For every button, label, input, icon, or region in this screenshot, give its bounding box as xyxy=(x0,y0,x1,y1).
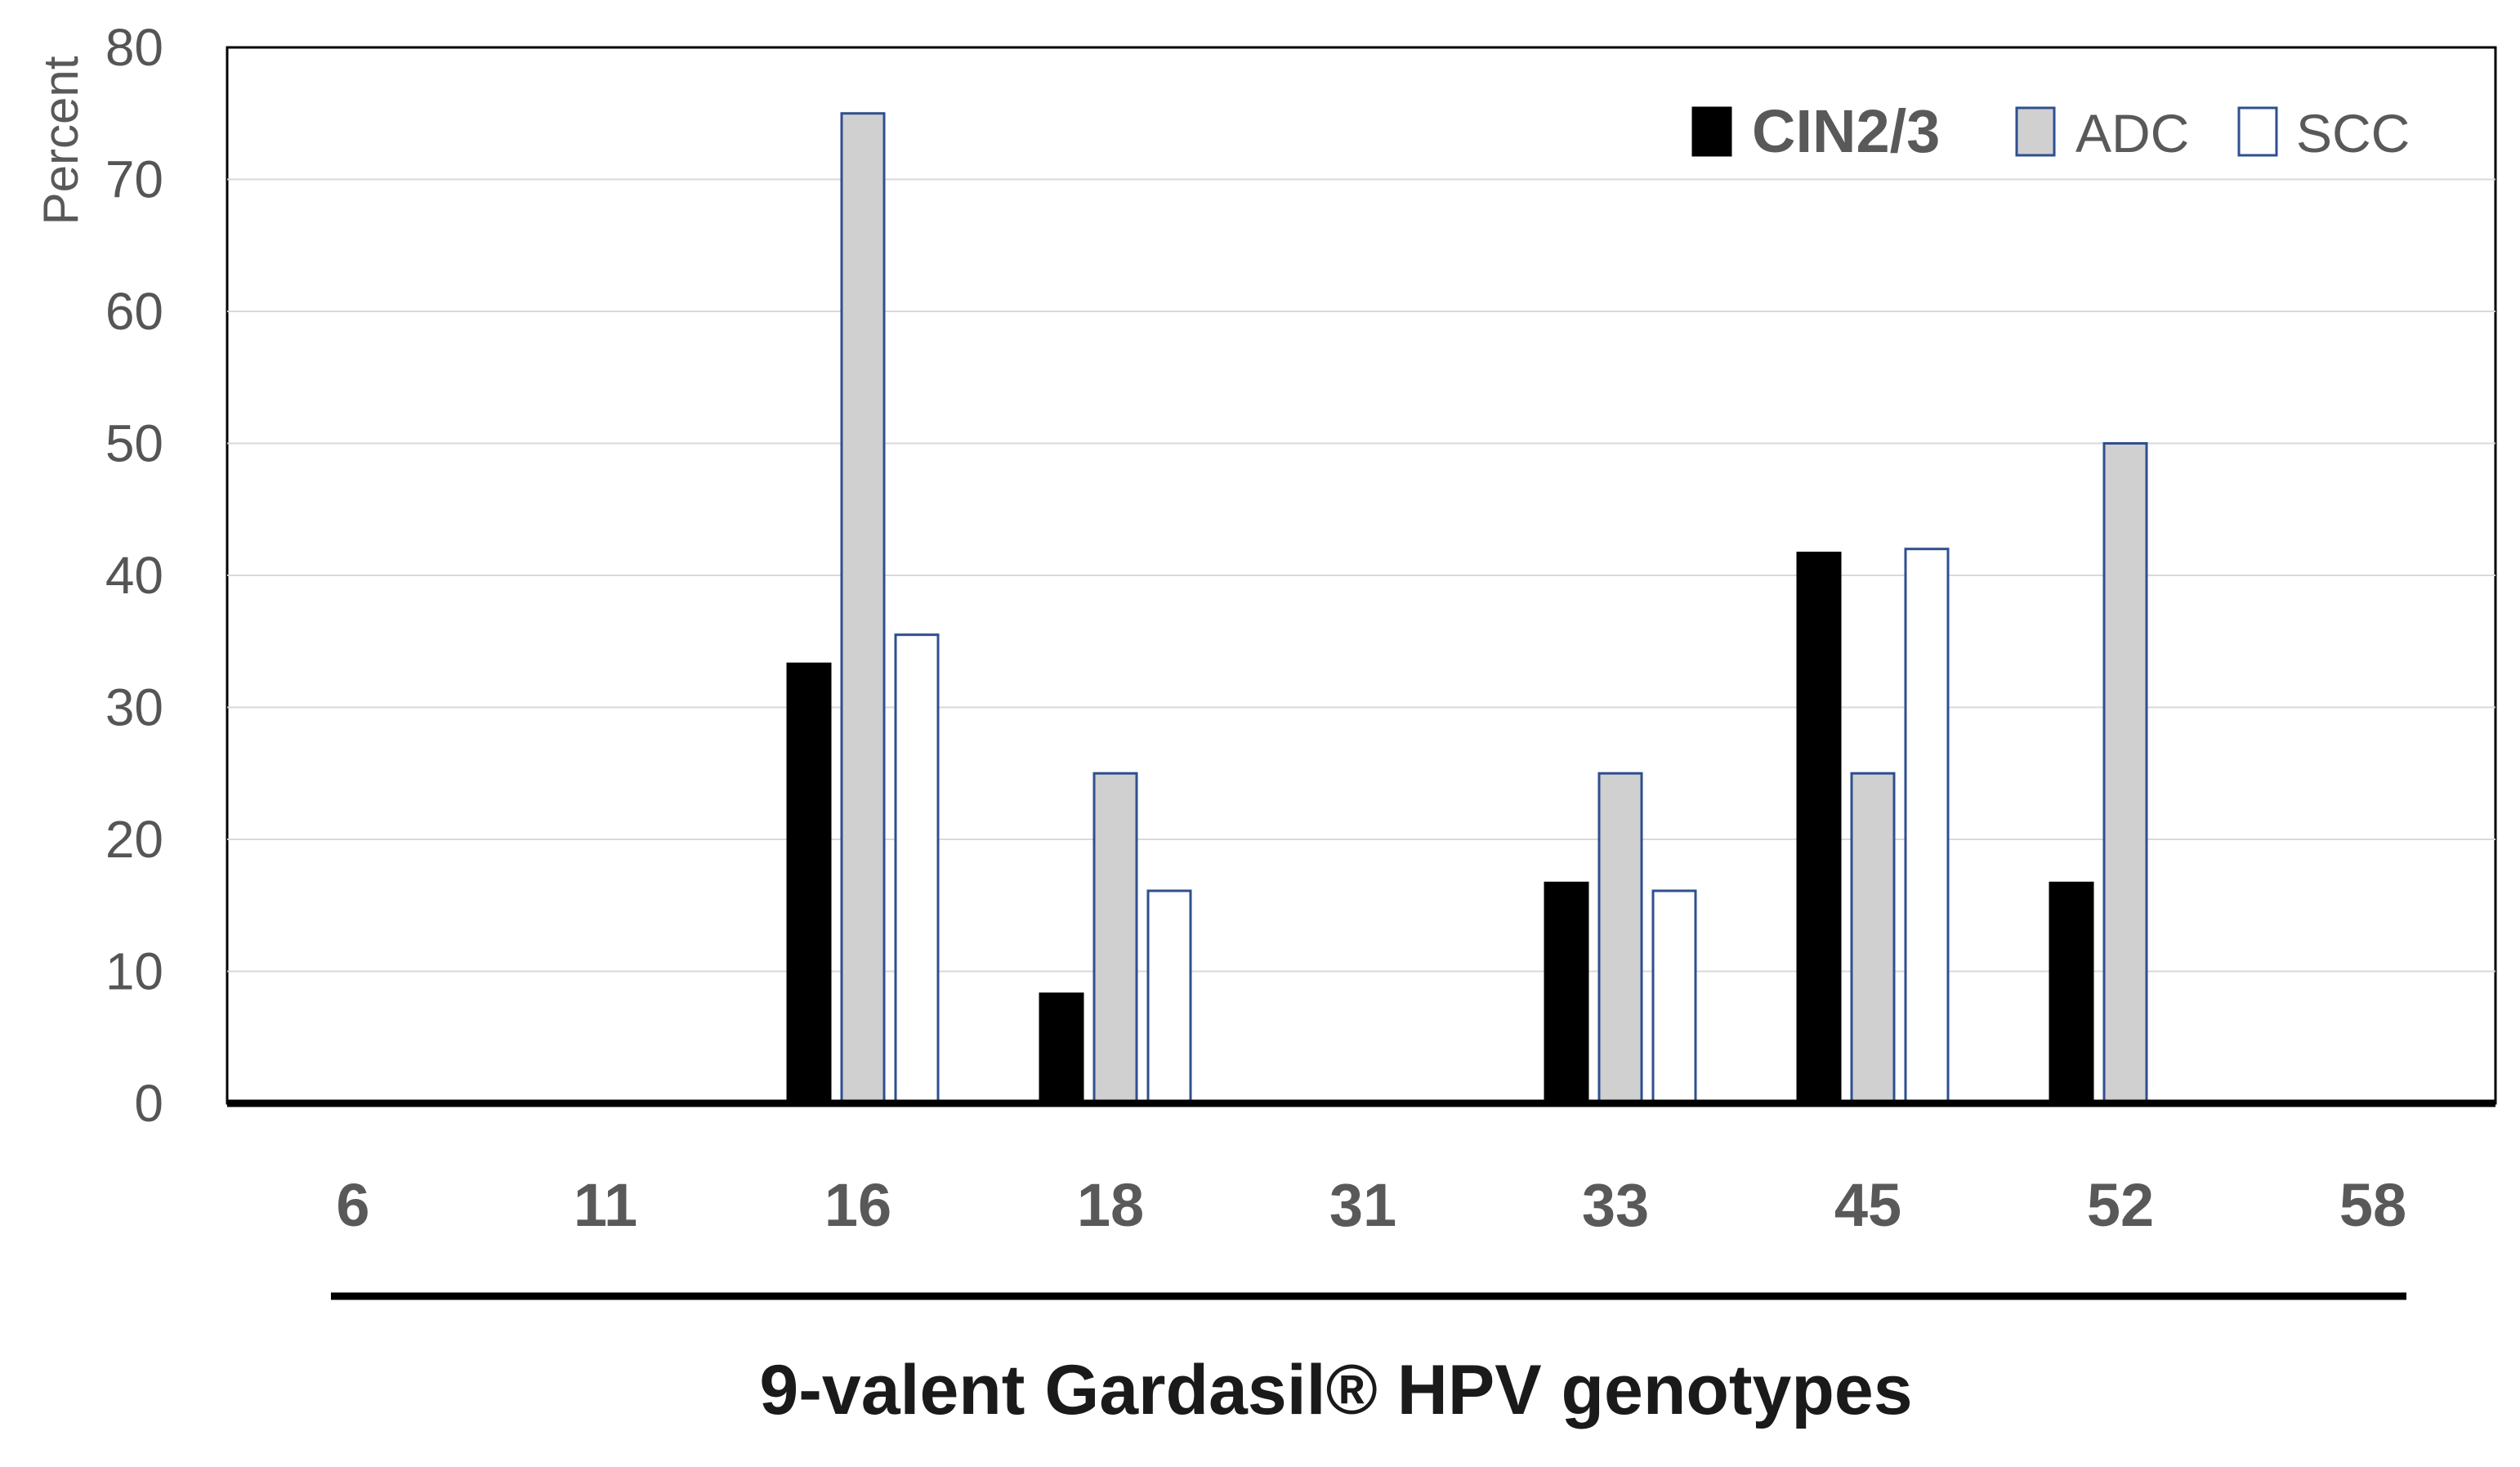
bar-cin2-3-16 xyxy=(786,662,832,1105)
legend-swatch-adc xyxy=(2015,106,2056,157)
x-tick-label: 18 xyxy=(1077,1171,1144,1239)
x-axis-title: 9-valent Gardasil® HPV genotypes xyxy=(759,1351,1912,1429)
y-tick-label: 40 xyxy=(105,546,163,605)
x-tick-label: 11 xyxy=(574,1171,637,1239)
y-tick-label: 10 xyxy=(105,942,163,1001)
legend-label-scc: SCC xyxy=(2296,103,2410,163)
y-tick-label: 80 xyxy=(105,18,163,77)
y-tick-label: 0 xyxy=(134,1074,163,1133)
legend-label-adc: ADC xyxy=(2075,103,2189,163)
y-tick-label: 20 xyxy=(105,810,163,869)
bar-cin2-3-52 xyxy=(2049,881,2094,1105)
bar-adc-45 xyxy=(1850,772,1896,1105)
bar-cin2-3-18 xyxy=(1039,992,1084,1105)
x-tick-label: 33 xyxy=(1582,1171,1649,1239)
y-tick-label: 60 xyxy=(105,282,163,341)
bar-scc-16 xyxy=(894,633,940,1105)
bar-scc-45 xyxy=(1904,548,1950,1105)
y-tick-label: 70 xyxy=(105,150,163,209)
x-tick-label: 6 xyxy=(336,1171,369,1239)
x-axis-ticks: 6 11 16 18 31 33 45 52 58 xyxy=(336,1171,2406,1239)
y-tick-label: 50 xyxy=(105,414,163,473)
x-tick-label: 45 xyxy=(1834,1171,1901,1239)
legend-label-cin: CIN2/3 xyxy=(1752,97,1940,165)
x-tick-label: 58 xyxy=(2339,1171,2406,1239)
bars xyxy=(786,112,2148,1105)
legend-swatch-scc xyxy=(2237,106,2278,157)
legend: CIN2/3 ADC SCC xyxy=(1691,97,2410,165)
y-tick-label: 30 xyxy=(105,678,163,737)
bar-adc-16 xyxy=(840,112,886,1105)
x-tick-label: 31 xyxy=(1329,1171,1396,1239)
bar-cin2-3-45 xyxy=(1796,552,1842,1105)
bar-adc-52 xyxy=(2102,442,2148,1105)
bar-adc-33 xyxy=(1597,772,1643,1105)
x-tick-label: 16 xyxy=(824,1171,891,1239)
bar-adc-18 xyxy=(1092,772,1138,1105)
legend-swatch-cin xyxy=(1691,106,1732,157)
y-axis-label: Percent xyxy=(34,56,88,225)
x-tick-label: 52 xyxy=(2087,1171,2154,1239)
y-axis-ticks: 0 10 20 30 40 50 60 70 80 xyxy=(105,18,163,1133)
bar-scc-33 xyxy=(1651,889,1697,1105)
bar-scc-18 xyxy=(1146,889,1192,1105)
bar-cin2-3-33 xyxy=(1544,881,1589,1105)
